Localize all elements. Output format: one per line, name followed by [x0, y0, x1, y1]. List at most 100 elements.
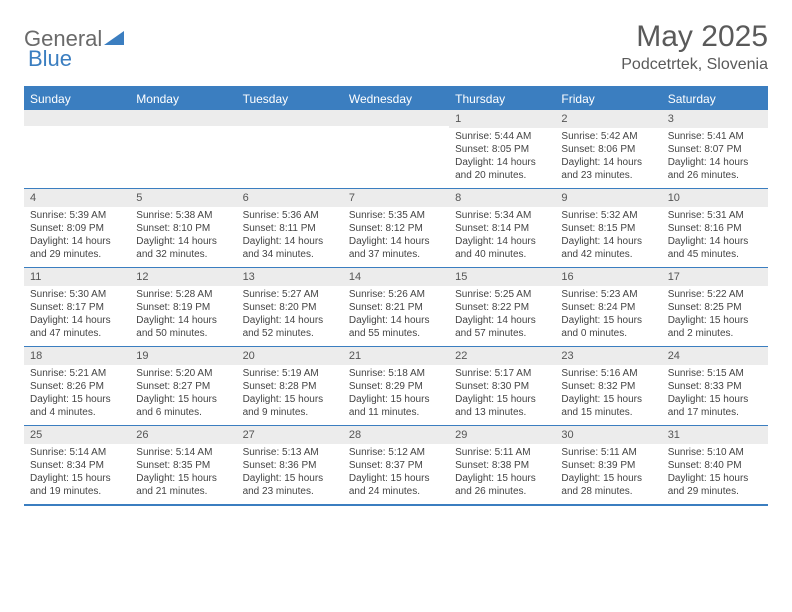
- page-subtitle: Podcetrtek, Slovenia: [621, 56, 768, 74]
- daylight-text: Daylight: 14 hours and 40 minutes.: [455, 235, 549, 261]
- logo-line2: Blue: [28, 46, 72, 72]
- logo-text-2: Blue: [28, 46, 72, 71]
- header: General May 2025 Podcetrtek, Slovenia: [24, 20, 768, 74]
- sunrise-text: Sunrise: 5:20 AM: [136, 367, 230, 380]
- sunset-text: Sunset: 8:10 PM: [136, 222, 230, 235]
- day-body: Sunrise: 5:34 AMSunset: 8:14 PMDaylight:…: [449, 207, 555, 265]
- day-body: [343, 126, 449, 132]
- day-header: Thursday: [449, 88, 555, 110]
- daylight-text: Daylight: 15 hours and 23 minutes.: [243, 472, 337, 498]
- sunrise-text: Sunrise: 5:41 AM: [668, 130, 762, 143]
- day-number: [24, 110, 130, 126]
- daylight-text: Daylight: 15 hours and 24 minutes.: [349, 472, 443, 498]
- day-body: Sunrise: 5:42 AMSunset: 8:06 PMDaylight:…: [555, 128, 661, 186]
- daylight-text: Daylight: 15 hours and 13 minutes.: [455, 393, 549, 419]
- day-body: Sunrise: 5:41 AMSunset: 8:07 PMDaylight:…: [662, 128, 768, 186]
- day-body: Sunrise: 5:35 AMSunset: 8:12 PMDaylight:…: [343, 207, 449, 265]
- day-header: Wednesday: [343, 88, 449, 110]
- sunset-text: Sunset: 8:36 PM: [243, 459, 337, 472]
- daylight-text: Daylight: 14 hours and 26 minutes.: [668, 156, 762, 182]
- page-title: May 2025: [621, 20, 768, 54]
- day-cell: 15Sunrise: 5:25 AMSunset: 8:22 PMDayligh…: [449, 268, 555, 346]
- sunrise-text: Sunrise: 5:38 AM: [136, 209, 230, 222]
- sunset-text: Sunset: 8:09 PM: [30, 222, 124, 235]
- week-row: 25Sunrise: 5:14 AMSunset: 8:34 PMDayligh…: [24, 426, 768, 506]
- daylight-text: Daylight: 14 hours and 45 minutes.: [668, 235, 762, 261]
- day-header-row: SundayMondayTuesdayWednesdayThursdayFrid…: [24, 88, 768, 110]
- logo-triangle-icon: [104, 29, 124, 50]
- day-number: 21: [343, 347, 449, 365]
- daylight-text: Daylight: 15 hours and 0 minutes.: [561, 314, 655, 340]
- day-body: Sunrise: 5:17 AMSunset: 8:30 PMDaylight:…: [449, 365, 555, 423]
- day-cell: 2Sunrise: 5:42 AMSunset: 8:06 PMDaylight…: [555, 110, 661, 188]
- sunrise-text: Sunrise: 5:21 AM: [30, 367, 124, 380]
- sunrise-text: Sunrise: 5:10 AM: [668, 446, 762, 459]
- sunset-text: Sunset: 8:07 PM: [668, 143, 762, 156]
- day-number: 16: [555, 268, 661, 286]
- sunrise-text: Sunrise: 5:23 AM: [561, 288, 655, 301]
- sunrise-text: Sunrise: 5:11 AM: [561, 446, 655, 459]
- day-cell: 20Sunrise: 5:19 AMSunset: 8:28 PMDayligh…: [237, 347, 343, 425]
- daylight-text: Daylight: 14 hours and 20 minutes.: [455, 156, 549, 182]
- daylight-text: Daylight: 15 hours and 19 minutes.: [30, 472, 124, 498]
- day-cell: 19Sunrise: 5:20 AMSunset: 8:27 PMDayligh…: [130, 347, 236, 425]
- sunset-text: Sunset: 8:37 PM: [349, 459, 443, 472]
- day-body: Sunrise: 5:23 AMSunset: 8:24 PMDaylight:…: [555, 286, 661, 344]
- day-cell: 13Sunrise: 5:27 AMSunset: 8:20 PMDayligh…: [237, 268, 343, 346]
- day-body: [130, 126, 236, 132]
- week-row: 4Sunrise: 5:39 AMSunset: 8:09 PMDaylight…: [24, 189, 768, 268]
- day-number: 12: [130, 268, 236, 286]
- sunrise-text: Sunrise: 5:17 AM: [455, 367, 549, 380]
- day-body: Sunrise: 5:39 AMSunset: 8:09 PMDaylight:…: [24, 207, 130, 265]
- day-number: 14: [343, 268, 449, 286]
- sunrise-text: Sunrise: 5:27 AM: [243, 288, 337, 301]
- day-number: 28: [343, 426, 449, 444]
- sunset-text: Sunset: 8:14 PM: [455, 222, 549, 235]
- day-cell: 29Sunrise: 5:11 AMSunset: 8:38 PMDayligh…: [449, 426, 555, 504]
- day-cell: [24, 110, 130, 188]
- day-number: 22: [449, 347, 555, 365]
- day-number: 10: [662, 189, 768, 207]
- day-body: Sunrise: 5:19 AMSunset: 8:28 PMDaylight:…: [237, 365, 343, 423]
- sunset-text: Sunset: 8:28 PM: [243, 380, 337, 393]
- daylight-text: Daylight: 14 hours and 42 minutes.: [561, 235, 655, 261]
- day-body: Sunrise: 5:22 AMSunset: 8:25 PMDaylight:…: [662, 286, 768, 344]
- day-cell: 9Sunrise: 5:32 AMSunset: 8:15 PMDaylight…: [555, 189, 661, 267]
- day-number: 27: [237, 426, 343, 444]
- day-cell: [237, 110, 343, 188]
- sunset-text: Sunset: 8:32 PM: [561, 380, 655, 393]
- sunrise-text: Sunrise: 5:19 AM: [243, 367, 337, 380]
- day-number: 29: [449, 426, 555, 444]
- sunset-text: Sunset: 8:19 PM: [136, 301, 230, 314]
- day-number: 26: [130, 426, 236, 444]
- day-cell: 21Sunrise: 5:18 AMSunset: 8:29 PMDayligh…: [343, 347, 449, 425]
- day-cell: 4Sunrise: 5:39 AMSunset: 8:09 PMDaylight…: [24, 189, 130, 267]
- day-cell: 1Sunrise: 5:44 AMSunset: 8:05 PMDaylight…: [449, 110, 555, 188]
- day-body: Sunrise: 5:25 AMSunset: 8:22 PMDaylight:…: [449, 286, 555, 344]
- sunrise-text: Sunrise: 5:12 AM: [349, 446, 443, 459]
- day-header: Tuesday: [237, 88, 343, 110]
- day-number: [343, 110, 449, 126]
- day-header: Friday: [555, 88, 661, 110]
- day-number: 9: [555, 189, 661, 207]
- day-number: 15: [449, 268, 555, 286]
- day-number: 3: [662, 110, 768, 128]
- day-cell: 18Sunrise: 5:21 AMSunset: 8:26 PMDayligh…: [24, 347, 130, 425]
- sunset-text: Sunset: 8:40 PM: [668, 459, 762, 472]
- day-cell: 3Sunrise: 5:41 AMSunset: 8:07 PMDaylight…: [662, 110, 768, 188]
- sunrise-text: Sunrise: 5:13 AM: [243, 446, 337, 459]
- day-number: [237, 110, 343, 126]
- day-body: Sunrise: 5:21 AMSunset: 8:26 PMDaylight:…: [24, 365, 130, 423]
- day-body: Sunrise: 5:36 AMSunset: 8:11 PMDaylight:…: [237, 207, 343, 265]
- sunrise-text: Sunrise: 5:26 AM: [349, 288, 443, 301]
- sunrise-text: Sunrise: 5:14 AM: [136, 446, 230, 459]
- day-cell: 10Sunrise: 5:31 AMSunset: 8:16 PMDayligh…: [662, 189, 768, 267]
- day-body: [24, 126, 130, 132]
- daylight-text: Daylight: 14 hours and 23 minutes.: [561, 156, 655, 182]
- day-body: Sunrise: 5:14 AMSunset: 8:34 PMDaylight:…: [24, 444, 130, 502]
- sunrise-text: Sunrise: 5:16 AM: [561, 367, 655, 380]
- day-body: Sunrise: 5:31 AMSunset: 8:16 PMDaylight:…: [662, 207, 768, 265]
- sunrise-text: Sunrise: 5:36 AM: [243, 209, 337, 222]
- day-number: 19: [130, 347, 236, 365]
- day-number: 25: [24, 426, 130, 444]
